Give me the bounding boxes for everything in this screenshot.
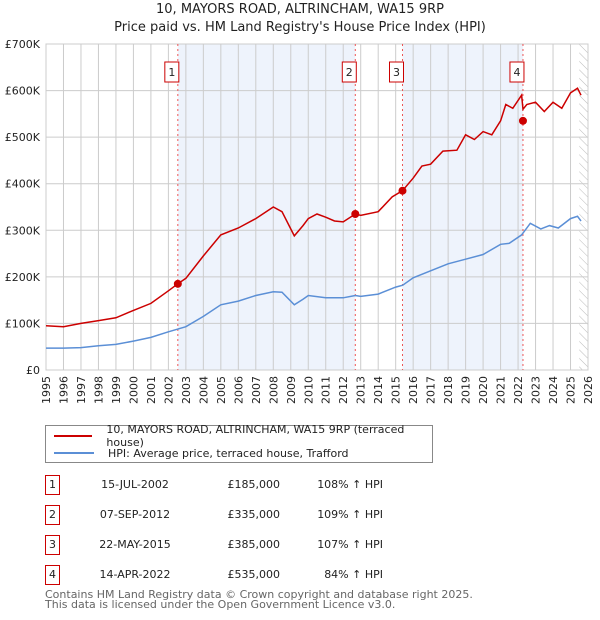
sale-label-box bbox=[388, 61, 404, 83]
x-tick-label: 2011 bbox=[320, 376, 333, 404]
sale-price: £385,000 bbox=[227, 538, 281, 551]
x-tick-label: 2023 bbox=[530, 376, 543, 404]
x-tick-label: 2022 bbox=[512, 376, 525, 404]
x-tick-label: 2007 bbox=[250, 376, 263, 404]
x-tick-label: 2003 bbox=[180, 376, 193, 404]
sale-number: 4 bbox=[45, 565, 60, 585]
x-tick-label: 2006 bbox=[232, 376, 245, 404]
y-tick-label: £700K bbox=[5, 38, 41, 51]
sale-price: £335,000 bbox=[227, 508, 281, 521]
sale-point bbox=[518, 116, 527, 125]
sale-label: 1 bbox=[168, 66, 175, 79]
legend: 10, MAYORS ROAD, ALTRINCHAM, WA15 9RP (t… bbox=[45, 423, 433, 463]
y-tick-label: £600K bbox=[5, 85, 41, 98]
sale-point bbox=[351, 209, 360, 218]
footer-licence: This data is licensed under the Open Gov… bbox=[45, 598, 396, 611]
x-tick-label: 2008 bbox=[267, 376, 280, 404]
sale-label: 2 bbox=[346, 66, 353, 79]
x-tick-label: 2005 bbox=[215, 376, 228, 404]
x-tick-label: 2020 bbox=[477, 376, 490, 404]
sale-hpi-change: 109% ↑ HPI bbox=[317, 508, 383, 521]
sale-date: 22-MAY-2015 bbox=[99, 538, 171, 551]
x-tick-label: 2017 bbox=[425, 376, 438, 404]
x-tick-label: 1999 bbox=[110, 376, 123, 404]
y-tick-label: £100K bbox=[5, 317, 41, 330]
x-tick-label: 2013 bbox=[355, 376, 368, 404]
y-tick-label: £500K bbox=[5, 131, 41, 144]
x-tick-label: 2012 bbox=[337, 376, 350, 404]
x-tick-label: 2026 bbox=[582, 376, 595, 404]
shaded-period bbox=[402, 44, 523, 370]
x-tick-label: 2018 bbox=[442, 376, 455, 404]
sale-price: £185,000 bbox=[227, 478, 281, 491]
x-tick-label: 2021 bbox=[495, 376, 508, 404]
x-tick-label: 2002 bbox=[162, 376, 175, 404]
x-tick-label: 2004 bbox=[197, 376, 210, 404]
x-tick-label: 1997 bbox=[75, 376, 88, 404]
sale-point bbox=[398, 186, 407, 195]
footer: Contains HM Land Registry data © Crown c… bbox=[45, 588, 473, 611]
x-tick-label: 2014 bbox=[372, 376, 385, 404]
sale-price: £535,000 bbox=[227, 568, 281, 581]
sale-date: 15-JUL-2002 bbox=[101, 478, 169, 491]
shaded-period bbox=[177, 44, 356, 370]
sale-row: 1 15-JUL-2002 £185,000 108% ↑ HPI bbox=[45, 475, 445, 495]
sale-date: 07-SEP-2012 bbox=[99, 508, 171, 521]
x-tick-label: 2025 bbox=[565, 376, 578, 404]
sale-point bbox=[173, 279, 182, 288]
sale-row: 2 07-SEP-2012 £335,000 109% ↑ HPI bbox=[45, 505, 445, 525]
legend-label-hpi: HPI: Average price, terraced house, Traf… bbox=[108, 446, 349, 460]
x-tick-label: 2015 bbox=[390, 376, 403, 404]
sale-row: 4 14-APR-2022 £535,000 84% ↑ HPI bbox=[45, 565, 445, 585]
sale-date: 14-APR-2022 bbox=[99, 568, 171, 581]
sale-hpi-change: 107% ↑ HPI bbox=[317, 538, 383, 551]
price-chart: 1995 1996 1997 1998 1999 2000 2001 2002 2003 2004… bbox=[5, 38, 595, 404]
x-tick-label: 2009 bbox=[285, 376, 298, 404]
plot-border bbox=[45, 43, 589, 371]
chart-subtitle: Price paid vs. HM Land Registry's House … bbox=[114, 20, 486, 35]
x-tick-label: 2024 bbox=[547, 376, 560, 404]
y-tick-label: £300K bbox=[5, 224, 41, 237]
sale-label-box bbox=[164, 61, 180, 83]
sale-row: 3 22-MAY-2015 £385,000 107% ↑ HPI bbox=[45, 535, 445, 555]
sale-number: 2 bbox=[45, 505, 60, 525]
sale-number: 3 bbox=[45, 535, 60, 555]
legend-item-property: 10, MAYORS ROAD, ALTRINCHAM, WA15 9RP (t… bbox=[54, 423, 432, 449]
sale-label: 4 bbox=[513, 66, 520, 79]
sale-hpi-change: 108% ↑ HPI bbox=[317, 478, 383, 491]
forecast-hatch bbox=[579, 44, 588, 370]
x-tick-label: 2016 bbox=[407, 376, 420, 404]
y-tick-label: £200K bbox=[5, 271, 41, 284]
x-tick-label: 1998 bbox=[92, 376, 105, 404]
legend-swatch-hpi bbox=[54, 452, 94, 454]
chart-title: 10, MAYORS ROAD, ALTRINCHAM, WA15 9RP bbox=[156, 2, 444, 17]
sale-hpi-change: 84% ↑ HPI bbox=[324, 568, 383, 581]
footer-copyright: Contains HM Land Registry data © Crown c… bbox=[45, 588, 473, 601]
legend-item-hpi: HPI: Average price, terraced house, Traf… bbox=[54, 445, 349, 461]
sale-label: 3 bbox=[393, 66, 400, 79]
x-tick-label: 2001 bbox=[145, 376, 158, 404]
y-tick-label: £400K bbox=[5, 178, 41, 191]
legend-label-property: 10, MAYORS ROAD, ALTRINCHAM, WA15 9RP (t… bbox=[106, 423, 405, 449]
sale-number: 1 bbox=[45, 475, 60, 495]
y-tick-label: £0 bbox=[26, 364, 40, 377]
x-tick-label: 2010 bbox=[302, 376, 315, 404]
sale-label-box bbox=[509, 61, 525, 83]
x-tick-label: 1995 bbox=[40, 376, 53, 404]
x-tick-label: 1996 bbox=[57, 376, 70, 404]
sale-label-box bbox=[341, 61, 357, 83]
x-tick-label: 2000 bbox=[127, 376, 140, 404]
hpi-line bbox=[46, 215, 582, 349]
legend-swatch-property bbox=[54, 435, 93, 437]
x-tick-label: 2019 bbox=[460, 376, 473, 404]
